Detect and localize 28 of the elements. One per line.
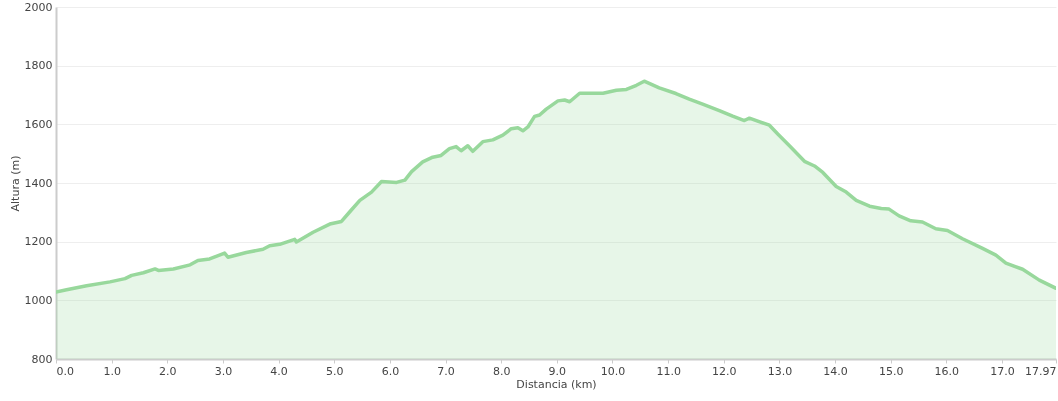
x-tick-label: 13.0 (767, 364, 793, 378)
y-tick-label: 2000 (24, 0, 53, 14)
x-tick-label: 8.0 (492, 364, 511, 378)
y-tick-label: 1000 (24, 293, 53, 307)
x-tick-label: 0.0 (56, 364, 74, 378)
y-tick-label: 1400 (24, 176, 53, 190)
y-tick-label: 1800 (24, 59, 53, 73)
x-tick-label: 7.0 (437, 364, 455, 378)
y-tick-label: 1600 (24, 117, 53, 131)
x-tick-label: 5.0 (325, 364, 344, 378)
x-tick-label: 6.0 (381, 364, 400, 378)
x-tick-label: 14.0 (823, 364, 848, 378)
y-tick-label: 1200 (24, 235, 53, 249)
x-tick-label: 2.0 (159, 364, 177, 378)
x-tick-label: 4.0 (270, 364, 288, 378)
y-tick-label: 800 (31, 352, 53, 366)
x-axis-title: Distancia (km) (516, 377, 597, 391)
x-tick-label: 12.0 (712, 364, 737, 378)
x-tick-label: 3.0 (214, 364, 233, 378)
x-tick-label: 10.0 (600, 364, 626, 378)
y-axis-title: Altura (m) (8, 155, 22, 212)
x-tick-label: 17.0 (990, 364, 1015, 378)
x-tick-label: 1.0 (103, 364, 121, 378)
x-tick-label: 17.97 (1025, 364, 1057, 378)
x-tick-label: 11.0 (656, 364, 681, 378)
x-tick-label: 15.0 (878, 364, 904, 378)
x-tick-label: 9.0 (548, 364, 567, 378)
x-tick-label: 16.0 (934, 364, 960, 378)
